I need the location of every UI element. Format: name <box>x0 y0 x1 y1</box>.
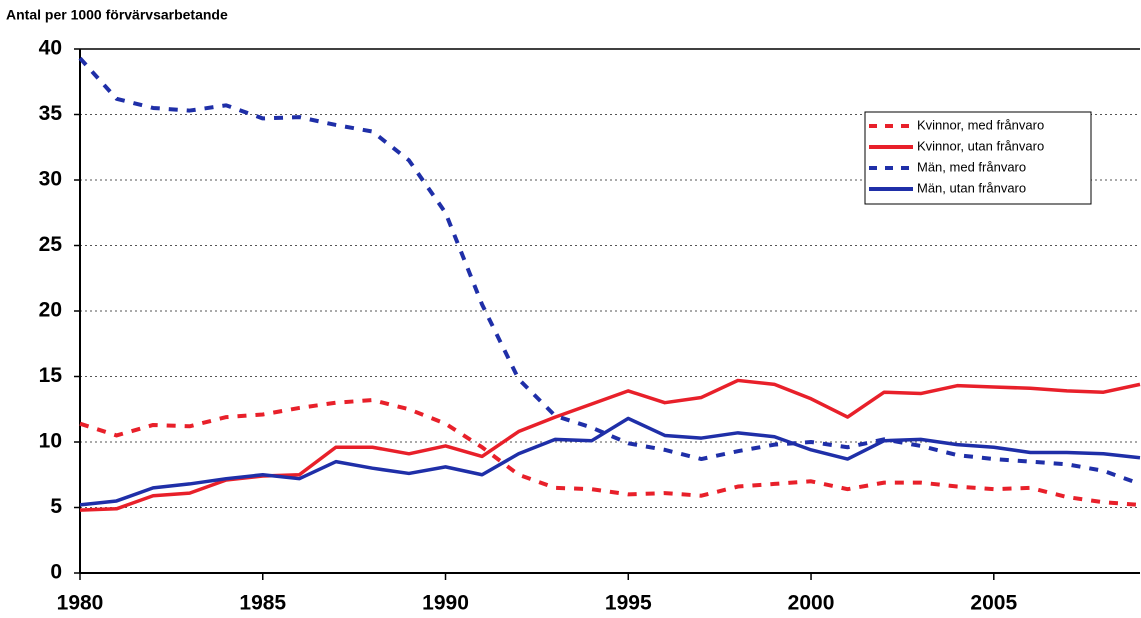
x-tick-label: 1990 <box>422 592 469 615</box>
y-tick-label: 5 <box>50 495 62 518</box>
y-tick-label: 15 <box>39 364 63 387</box>
legend-label: Kvinnor, med frånvaro <box>917 117 1044 132</box>
axis-title: Antal per 1000 förvärvsarbetande <box>6 7 228 23</box>
series-line <box>78 56 1141 486</box>
x-tick-label: 1980 <box>57 592 104 615</box>
y-tick-label: 35 <box>39 102 63 125</box>
legend: Kvinnor, med frånvaro Kvinnor, utan frånv… <box>864 111 1092 205</box>
legend-label: Män, med frånvaro <box>917 159 1026 174</box>
series-line <box>79 416 1141 507</box>
x-tick-label: 2000 <box>788 592 835 615</box>
y-tick-label: 40 <box>39 37 62 60</box>
y-tick-label: 0 <box>50 561 62 584</box>
x-tick-label: 2005 <box>970 592 1017 615</box>
y-tick-label: 30 <box>39 168 62 191</box>
y-tick-label: 10 <box>39 430 62 453</box>
y-tick-label: 20 <box>39 299 62 322</box>
y-tick-label: 25 <box>39 233 63 256</box>
x-tick-label: 1995 <box>605 592 652 615</box>
legend-label: Män, utan frånvaro <box>917 180 1026 195</box>
legend-label: Kvinnor, utan frånvaro <box>917 138 1044 153</box>
x-tick-label: 1985 <box>239 592 286 615</box>
series-line <box>79 398 1141 507</box>
